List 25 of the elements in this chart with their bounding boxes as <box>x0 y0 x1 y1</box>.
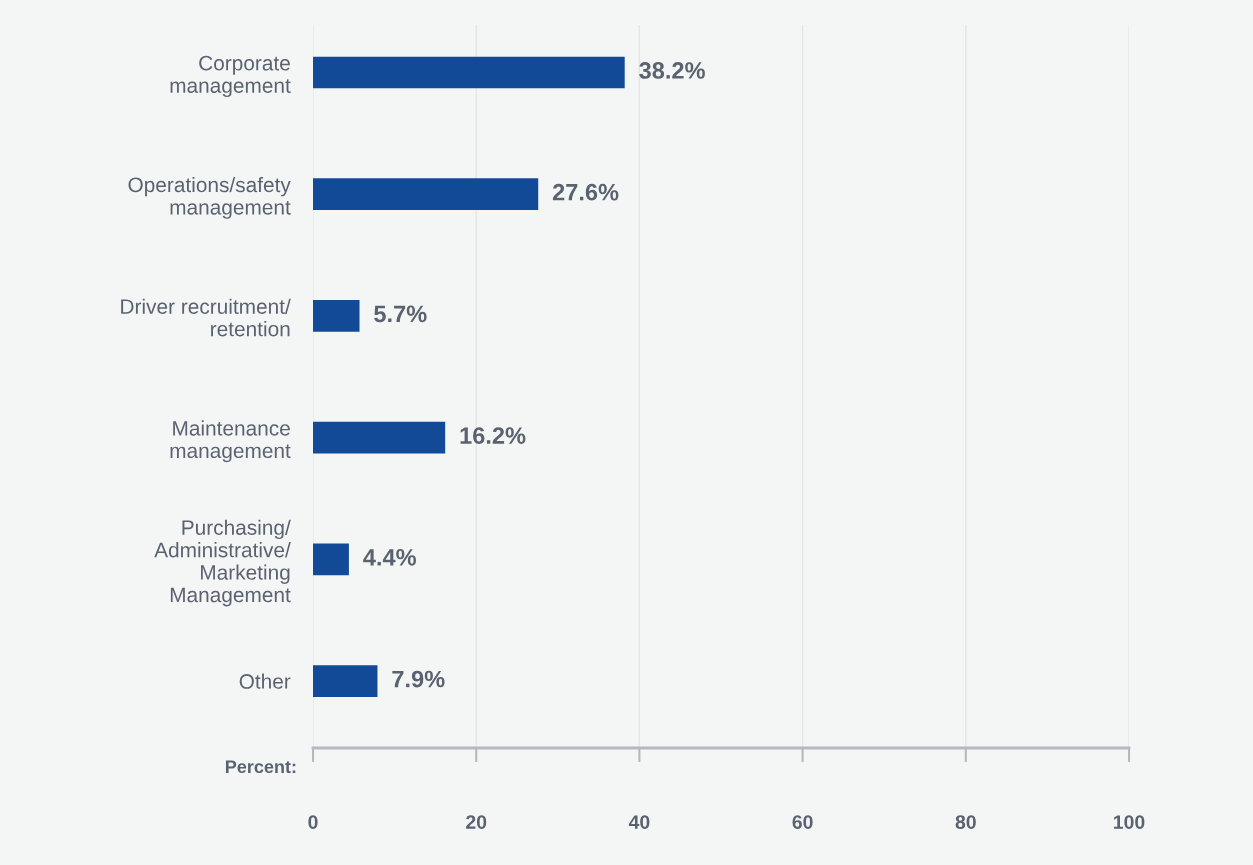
y-tick-label: Purchasing/ Administrative/ Marketing Management <box>154 519 291 607</box>
y-tick-label: Operations/safety management <box>128 176 291 219</box>
y-tick-label: Maintenance management <box>170 420 291 463</box>
y-tick-label: Corporate management <box>170 55 291 98</box>
x-tick-label: 20 <box>466 815 487 829</box>
x-tick-label: 60 <box>792 815 813 829</box>
x-tick-label: 100 <box>1114 815 1145 829</box>
data-label: 4.4% <box>363 549 416 566</box>
data-label: 16.2% <box>460 427 526 444</box>
bar <box>313 421 446 454</box>
bar <box>313 543 349 576</box>
data-label: 38.2% <box>639 62 705 79</box>
data-label: 7.9% <box>392 670 445 688</box>
data-label: 27.6% <box>552 183 619 201</box>
x-tick-label: 0 <box>308 815 318 829</box>
bar <box>313 665 378 697</box>
x-tick-label: 40 <box>628 815 650 829</box>
x-tick-label: 80 <box>955 815 976 829</box>
bar <box>313 56 625 89</box>
y-tick-label: Other <box>239 673 291 689</box>
bar <box>313 178 539 211</box>
x-axis-title: Percent: <box>225 760 296 774</box>
data-label: 5.7% <box>374 305 427 323</box>
y-tick-label: Driver recruitment/ retention <box>121 298 291 337</box>
bar <box>313 300 360 332</box>
